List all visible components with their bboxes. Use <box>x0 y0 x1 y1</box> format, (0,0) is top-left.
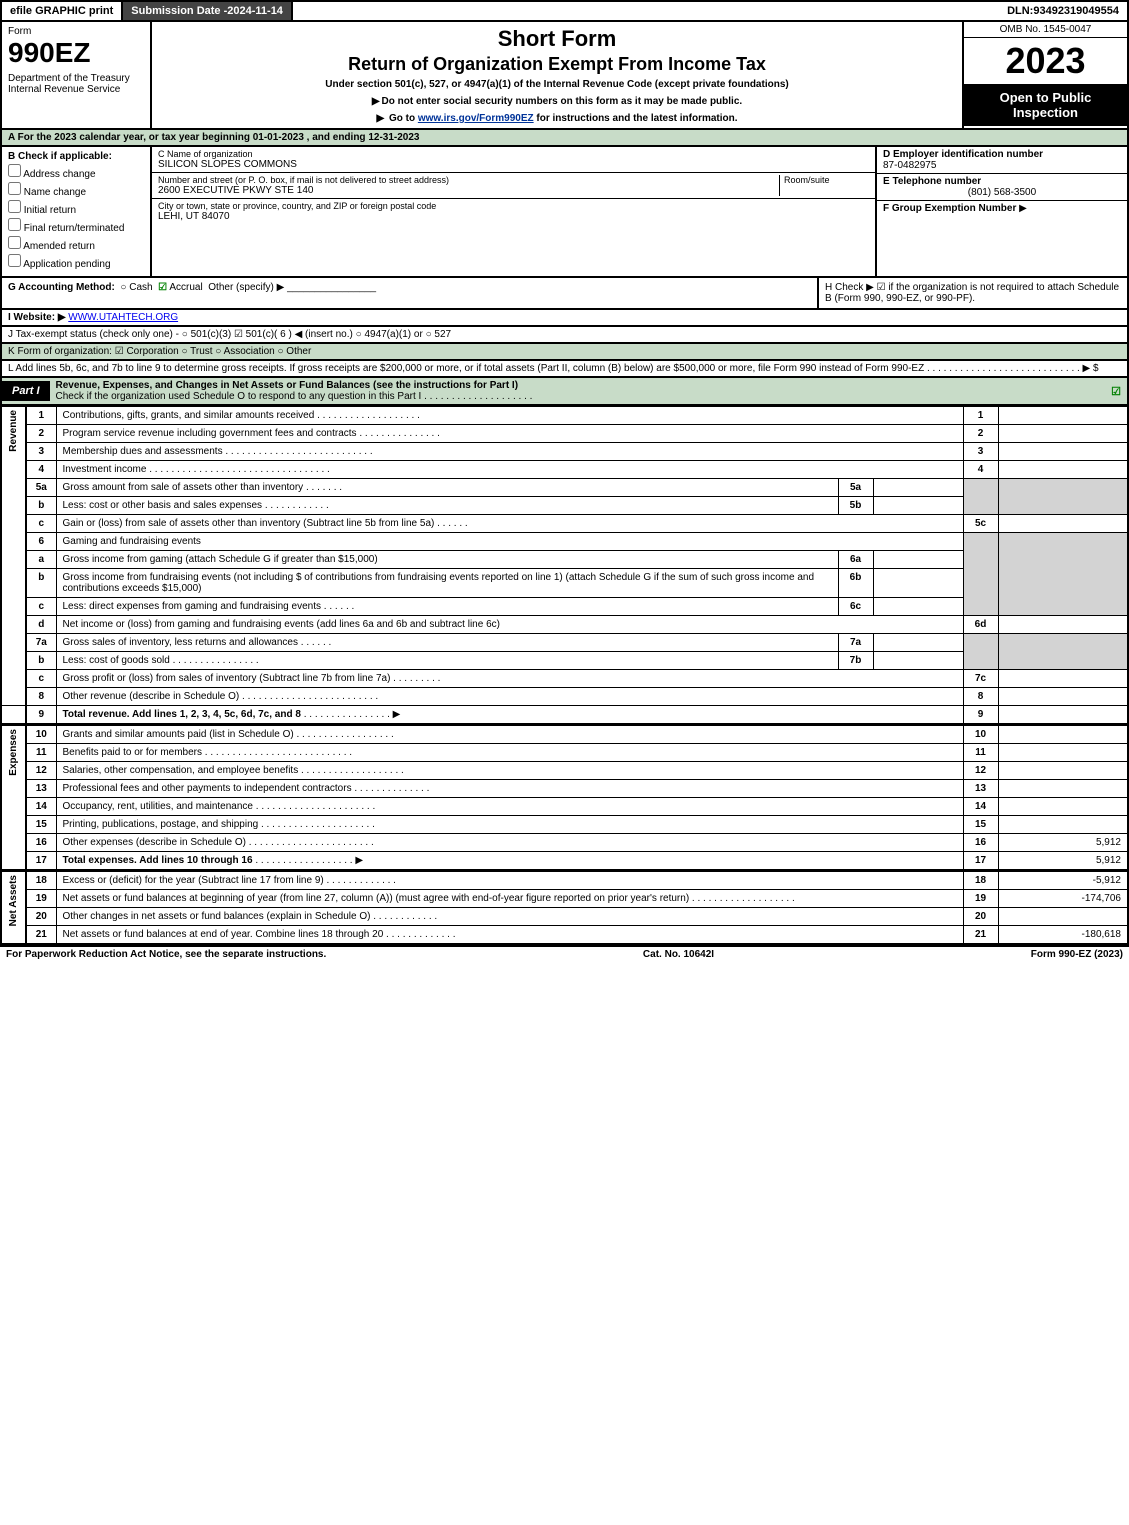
ssn-warning: Do not enter social security numbers on … <box>156 96 958 107</box>
header-right: OMB No. 1545-0047 2023 Open to Public In… <box>962 22 1127 128</box>
footer: For Paperwork Reduction Act Notice, see … <box>0 945 1129 962</box>
city: LEHI, UT 84070 <box>158 211 869 222</box>
val-6d <box>998 616 1128 634</box>
open-inspection: Open to Public Inspection <box>964 84 1127 126</box>
topbar: efile GRAPHIC print Submission Date - 20… <box>0 0 1129 22</box>
b-header: B Check if applicable: <box>8 151 144 162</box>
val-3 <box>998 443 1128 461</box>
website-row: I Website: ▶ WWW.UTAHTECH.ORG <box>0 310 1129 327</box>
chk-address-change[interactable]: Address change <box>8 164 144 180</box>
part1-title: Revenue, Expenses, and Changes in Net As… <box>50 378 1106 404</box>
street-cell: Number and street (or P. O. box, if mail… <box>152 173 875 199</box>
chk-amended[interactable]: Amended return <box>8 236 144 252</box>
val-14 <box>998 798 1128 816</box>
gross-receipts-note: L Add lines 5b, 6c, and 7b to line 9 to … <box>0 361 1129 378</box>
revenue-label: Revenue <box>1 407 26 706</box>
phone-cell: E Telephone number (801) 568-3500 <box>877 174 1127 201</box>
part1-tab: Part I <box>2 381 50 401</box>
form-number: 990EZ <box>8 37 144 69</box>
val-15 <box>998 816 1128 834</box>
tax-exempt-status: J Tax-exempt status (check only one) - ○… <box>0 327 1129 344</box>
chk-pending[interactable]: Application pending <box>8 254 144 270</box>
irs-link[interactable]: www.irs.gov/Form990EZ <box>418 113 534 124</box>
tax-year: 2023 <box>964 38 1127 84</box>
part1-header: Part I Revenue, Expenses, and Changes in… <box>0 378 1129 406</box>
city-cell: City or town, state or province, country… <box>152 199 875 224</box>
subtitle: Under section 501(c), 527, or 4947(a)(1)… <box>156 79 958 90</box>
omb-number: OMB No. 1545-0047 <box>964 22 1127 38</box>
part1-checkbox[interactable]: ☑ <box>1105 383 1127 400</box>
org-name: SILICON SLOPES COMMONS <box>158 159 869 170</box>
row-gh: G Accounting Method: ○ Cash ☑ Accrual Ot… <box>0 278 1129 310</box>
department: Department of the Treasury Internal Reve… <box>8 73 144 95</box>
footer-left: For Paperwork Reduction Act Notice, see … <box>6 949 326 960</box>
org-name-cell: C Name of organization SILICON SLOPES CO… <box>152 147 875 173</box>
val-11 <box>998 744 1128 762</box>
dln: DLN: 93492319049554 <box>999 2 1127 20</box>
footer-mid: Cat. No. 10642I <box>643 949 714 960</box>
ein: 87-0482975 <box>883 160 1121 171</box>
chk-name-change[interactable]: Name change <box>8 182 144 198</box>
val-2 <box>998 425 1128 443</box>
chk-final-return[interactable]: Final return/terminated <box>8 218 144 234</box>
val-21: -180,618 <box>998 926 1128 945</box>
expenses-table: Expenses 10Grants and similar amounts pa… <box>0 725 1129 871</box>
form-of-org: K Form of organization: ☑ Corporation ○ … <box>0 344 1129 361</box>
chk-initial-return[interactable]: Initial return <box>8 200 144 216</box>
schedule-b-check: H Check ▶ ☑ if the organization is not r… <box>817 278 1127 308</box>
form-label: Form <box>8 26 144 37</box>
val-4 <box>998 461 1128 479</box>
val-10 <box>998 726 1128 744</box>
val-18: -5,912 <box>998 872 1128 890</box>
ein-cell: D Employer identification number 87-0482… <box>877 147 1127 174</box>
header-left: Form 990EZ Department of the Treasury In… <box>2 22 152 128</box>
val-1 <box>998 407 1128 425</box>
netassets-label: Net Assets <box>1 872 26 945</box>
val-12 <box>998 762 1128 780</box>
revenue-table: Revenue 1Contributions, gifts, grants, a… <box>0 406 1129 725</box>
accounting-method: G Accounting Method: ○ Cash ☑ Accrual Ot… <box>2 278 817 308</box>
val-9 <box>998 706 1128 725</box>
netassets-table: Net Assets 18Excess or (deficit) for the… <box>0 871 1129 945</box>
val-7c <box>998 670 1128 688</box>
submission-date: Submission Date - 2024-11-14 <box>123 2 293 20</box>
col-c: C Name of organization SILICON SLOPES CO… <box>152 147 877 276</box>
group-exemption-cell: F Group Exemption Number ▶ <box>877 201 1127 216</box>
val-13 <box>998 780 1128 798</box>
val-20 <box>998 908 1128 926</box>
header-mid: Short Form Return of Organization Exempt… <box>152 22 962 128</box>
val-16: 5,912 <box>998 834 1128 852</box>
form-header: Form 990EZ Department of the Treasury In… <box>0 22 1129 130</box>
col-b: B Check if applicable: Address change Na… <box>2 147 152 276</box>
footer-right: Form 990-EZ (2023) <box>1031 949 1123 960</box>
row-a-tax-year: A For the 2023 calendar year, or tax yea… <box>0 130 1129 147</box>
val-17: 5,912 <box>998 852 1128 871</box>
title1: Short Form <box>156 26 958 52</box>
col-def: D Employer identification number 87-0482… <box>877 147 1127 276</box>
efile-label: efile GRAPHIC print <box>2 2 123 20</box>
phone: (801) 568-3500 <box>883 187 1121 198</box>
val-8 <box>998 688 1128 706</box>
val-5c <box>998 515 1128 533</box>
val-19: -174,706 <box>998 890 1128 908</box>
website-link[interactable]: WWW.UTAHTECH.ORG <box>68 312 178 323</box>
title2: Return of Organization Exempt From Incom… <box>156 54 958 75</box>
street: 2600 EXECUTIVE PKWY STE 140 <box>158 185 779 196</box>
goto-link-row: Go to www.irs.gov/Form990EZ for instruct… <box>156 113 958 124</box>
expenses-label: Expenses <box>1 726 26 871</box>
section-bcdef: B Check if applicable: Address change Na… <box>0 147 1129 278</box>
